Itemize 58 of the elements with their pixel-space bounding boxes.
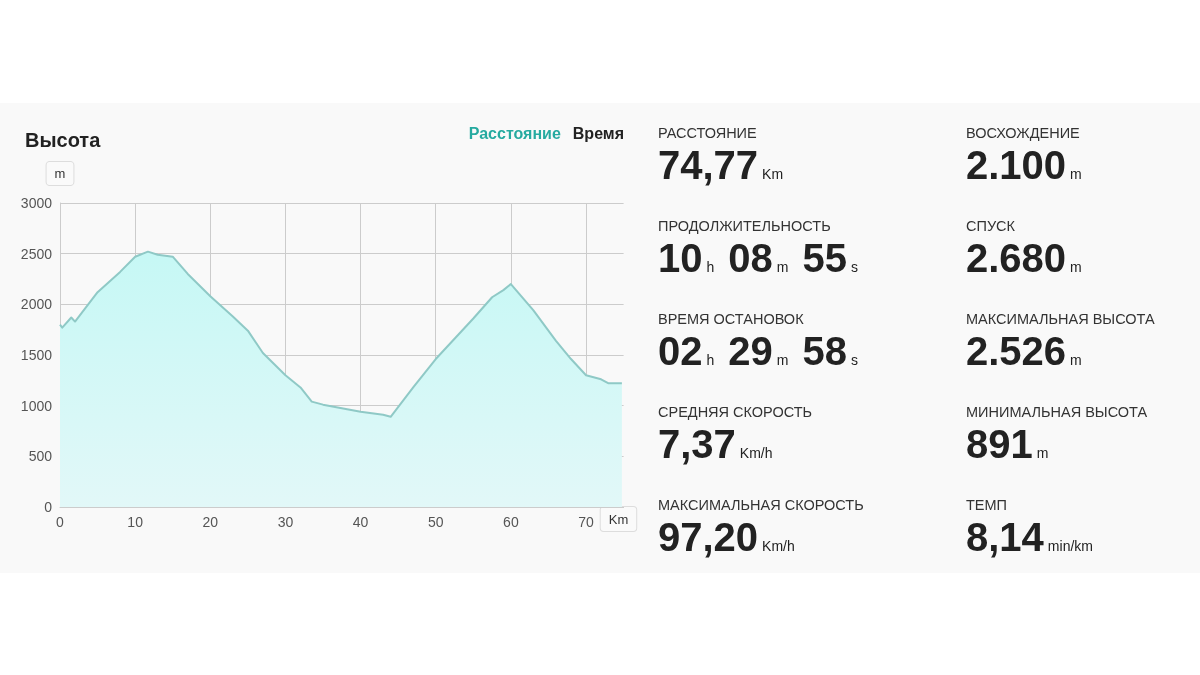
text: s <box>850 259 858 275</box>
y-tick-label: 2000 <box>20 296 53 313</box>
text: m <box>1070 352 1082 368</box>
y-tick-label: 1500 <box>20 347 53 363</box>
x-tick-label: 50 <box>427 514 444 530</box>
text: 2.100 <box>966 143 1067 188</box>
x-tick-label: 70 <box>578 514 595 530</box>
y-tick-label: 1000 <box>20 397 53 414</box>
text: ВРЕМЯ ОСТАНОВОК <box>658 311 805 327</box>
text: m <box>776 259 789 275</box>
text: 2.526 <box>966 329 1067 374</box>
text: min/km <box>1047 538 1093 554</box>
text: МИНИМАЛЬНАЯ ВЫСОТА <box>966 404 1149 420</box>
text: СПУСК <box>966 218 1017 234</box>
text: h <box>706 352 715 368</box>
text: Время <box>572 125 624 142</box>
x-tick-label: 10 <box>127 514 144 530</box>
text: s <box>850 352 858 368</box>
y-axis-title: m <box>54 166 66 181</box>
text: 02 <box>658 329 703 374</box>
text: МАКСИМАЛЬНАЯ СКОРОСТЬ <box>658 497 865 513</box>
text: m <box>1070 259 1082 275</box>
text: Km <box>762 166 784 182</box>
y-tick-label: 3000 <box>20 195 53 211</box>
text: ВОСХОЖДЕНИЕ <box>966 125 1081 141</box>
text: 97,20 <box>658 515 759 560</box>
chart-title: Высота <box>25 129 102 151</box>
text: h <box>706 259 715 275</box>
text: 58 <box>802 329 847 374</box>
text: Km/h <box>739 445 773 461</box>
text: 891 <box>966 422 1033 467</box>
text: РАССТОЯНИЕ <box>658 125 758 141</box>
x-tick-label: 40 <box>352 514 369 530</box>
text: МАКСИМАЛЬНАЯ ВЫСОТА <box>966 311 1156 327</box>
text: m <box>1036 445 1049 461</box>
x-tick-label: 30 <box>277 514 294 530</box>
text: 74,77 <box>658 143 759 188</box>
text: Расстояние <box>468 125 561 142</box>
x-tick-label: 60 <box>503 514 519 530</box>
text: 10 <box>658 236 703 281</box>
y-tick-label: 500 <box>28 448 53 465</box>
text: 8,14 <box>966 515 1044 560</box>
text: ТЕМП <box>966 497 1009 513</box>
x-tick-label: 0 <box>56 514 65 530</box>
y-tick-label: 2500 <box>20 245 53 262</box>
x-axis-title: Km <box>608 511 629 527</box>
text: СРЕДНЯЯ СКОРОСТЬ <box>658 404 814 420</box>
text: m <box>776 352 789 368</box>
text: 7,37 <box>658 422 736 467</box>
text: 55 <box>802 236 847 281</box>
text: 08 <box>728 236 773 281</box>
text: ПРОДОЛЖИТЕЛЬНОСТЬ <box>658 218 832 234</box>
y-tick-label: 0 <box>44 499 53 515</box>
text: m <box>1070 166 1082 182</box>
text: 2.680 <box>966 236 1067 281</box>
text: 29 <box>728 329 773 374</box>
text: Km/h <box>762 538 795 554</box>
x-tick-label: 20 <box>202 514 219 530</box>
